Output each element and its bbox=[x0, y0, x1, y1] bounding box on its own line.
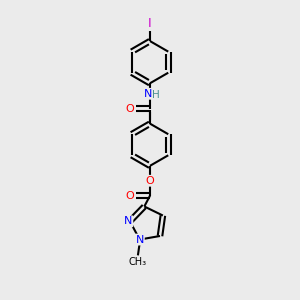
Text: O: O bbox=[125, 191, 134, 201]
Text: N: N bbox=[144, 89, 152, 99]
Text: O: O bbox=[146, 176, 154, 186]
Text: I: I bbox=[148, 17, 152, 30]
Text: H: H bbox=[152, 90, 160, 100]
Text: CH₃: CH₃ bbox=[129, 256, 147, 266]
Text: N: N bbox=[124, 216, 132, 226]
Text: O: O bbox=[125, 104, 134, 114]
Text: N: N bbox=[136, 235, 144, 244]
